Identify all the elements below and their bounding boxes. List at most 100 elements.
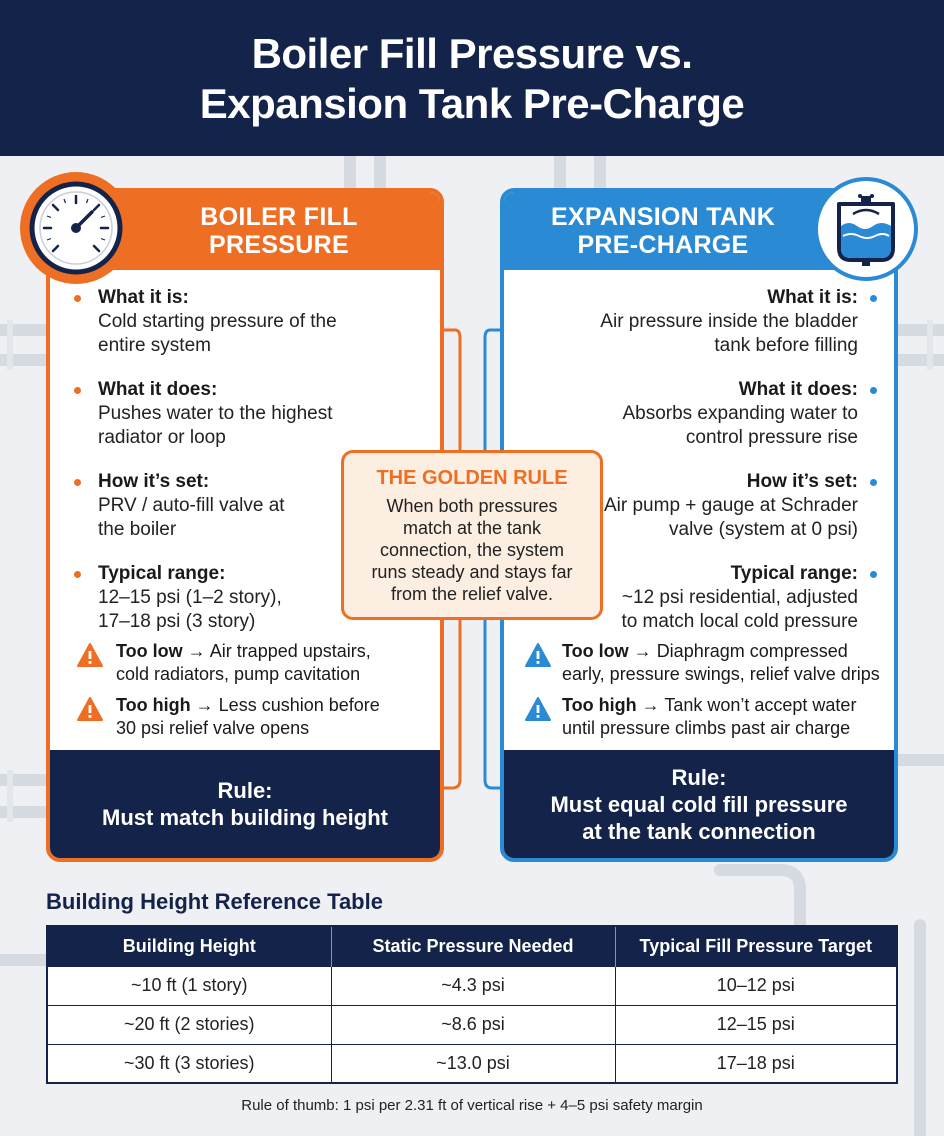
tank-item-what-it-does: What it does: Absorbs expanding water to… <box>504 378 894 450</box>
item-body-line: PRV / auto-fill valve at <box>98 495 285 516</box>
rule-label: Rule: <box>671 764 727 790</box>
pressure-gauge-badge <box>20 172 132 284</box>
item-title: What it does: <box>738 379 858 400</box>
table-cell: ~13.0 psi <box>330 1043 616 1084</box>
rule-text-2: at the tank connection <box>582 818 816 844</box>
item-body-line: to match local cold pressure <box>621 611 858 632</box>
warning-text-2: cold radiators, pump cavitation <box>116 664 361 684</box>
golden-rule-line: When both pressures <box>386 496 558 516</box>
rule-label: Rule: <box>217 778 273 803</box>
warning-text-2: 30 psi relief valve opens <box>116 718 310 738</box>
rule-text: Must equal cold fill pressure <box>550 791 848 817</box>
item-body-line: tank before filling <box>714 335 858 356</box>
arrow: → <box>641 695 660 715</box>
item-body-line: valve (system at 0 psi) <box>669 519 858 540</box>
warning-label: Too low <box>116 641 183 661</box>
boiler-warning-too-low: Too low → Air trapped upstairs, cold rad… <box>50 640 440 686</box>
arrow: → <box>187 641 206 661</box>
warning-text: Air trapped upstairs, <box>209 641 371 661</box>
warning-icon <box>77 697 103 721</box>
item-body-line: 17–18 psi (3 story) <box>98 611 256 632</box>
bullet-icon <box>74 571 81 578</box>
table-cell: ~20 ft (2 stories) <box>46 1004 332 1045</box>
rule-text: Must match building height <box>102 805 388 830</box>
table-cell: ~4.3 psi <box>330 965 616 1006</box>
expansion-tank-icon <box>837 194 895 266</box>
footnote: Rule of thumb: 1 psi per 2.31 ft of vert… <box>241 1097 703 1114</box>
item-body-line: the boiler <box>98 519 177 540</box>
pressure-gauge-icon <box>29 181 123 275</box>
boiler-item-what-it-does: What it does: Pushes water to the highes… <box>50 378 440 450</box>
warning-text: Less cushion before <box>218 695 380 715</box>
column-header: Typical Fill Pressure Target <box>615 926 897 966</box>
golden-rule-line: match at the tank <box>402 518 542 538</box>
item-body-line: control pressure rise <box>685 427 858 448</box>
title-line-1: Boiler Fill Pressure vs. <box>251 30 693 77</box>
golden-rule-line: from the relief valve. <box>390 584 554 604</box>
item-body-line: Absorbs expanding water to <box>622 403 858 424</box>
golden-rule-box: THE GOLDEN RULE When both pressures matc… <box>341 450 603 620</box>
warning-label: Too high <box>562 695 637 715</box>
item-body-line: Pushes water to the highest <box>98 403 333 424</box>
item-title: How it’s set: <box>98 471 210 492</box>
item-body-line: entire system <box>98 335 211 356</box>
item-title: What it is: <box>767 287 858 308</box>
golden-rule-line: runs steady and stays far <box>371 562 573 582</box>
item-title: What it does: <box>98 379 218 400</box>
golden-rule-title: THE GOLDEN RULE <box>376 467 568 489</box>
bullet-icon <box>870 387 877 394</box>
tank-card-title-2: PRE-CHARGE <box>577 231 749 259</box>
item-body-line: radiator or loop <box>98 427 226 448</box>
item-body-line: 12–15 psi (1–2 story), <box>98 587 282 608</box>
warning-text: Tank won’t accept water <box>664 695 857 715</box>
tank-warning-too-high: Too high → Tank won’t accept water until… <box>504 694 894 740</box>
tank-card-title-1: EXPANSION TANK <box>550 203 776 231</box>
golden-rule-line: connection, the system <box>379 540 565 560</box>
table-cell: ~8.6 psi <box>330 1004 616 1045</box>
item-body-line: Cold starting pressure of the <box>98 311 337 332</box>
reference-table: Building Height Static Pressure Needed T… <box>46 925 898 1084</box>
arrow: → <box>633 641 652 661</box>
boiler-item-how-set: How it’s set: PRV / auto-fill valve at t… <box>50 470 440 542</box>
warning-text-2: early, pressure swings, relief valve dri… <box>562 664 880 684</box>
bullet-icon <box>74 387 81 394</box>
tank-rule: Rule: Must equal cold fill pressure at t… <box>504 750 894 858</box>
table-cell: ~10 ft (1 story) <box>46 965 332 1006</box>
page-title: Boiler Fill Pressure vs. Expansion Tank … <box>0 0 944 156</box>
tank-item-what-it-is: What it is: Air pressure inside the blad… <box>504 286 894 358</box>
warning-text-2: until pressure climbs past air charge <box>562 718 851 738</box>
bullet-icon <box>870 295 877 302</box>
bullet-icon <box>74 295 81 302</box>
warning-icon <box>525 697 551 721</box>
tank-item-how-set: How it’s set: Air pump + gauge at Schrad… <box>504 470 894 542</box>
bullet-icon <box>870 479 877 486</box>
item-body-line: ~12 psi residential, adjusted <box>621 587 858 608</box>
warning-text: Diaphragm compressed <box>656 641 848 661</box>
title-line-2: Expansion Tank Pre-Charge <box>199 80 745 127</box>
boiler-rule: Rule: Must match building height <box>50 750 440 858</box>
tank-items: What it is: Air pressure inside the blad… <box>504 286 894 654</box>
expansion-tank-badge <box>814 177 918 281</box>
warning-label: Too high <box>116 695 191 715</box>
warning-icon <box>77 643 103 667</box>
column-header: Building Height <box>47 926 332 966</box>
boiler-warning-too-high: Too high → Less cushion before 30 psi re… <box>50 694 440 740</box>
item-title: Typical range: <box>98 563 226 584</box>
warning-label: Too low <box>562 641 629 661</box>
item-title: How it’s set: <box>746 471 858 492</box>
boiler-card-title-1: BOILER FILL <box>200 203 358 231</box>
table-cell: 10–12 psi <box>614 965 898 1006</box>
bullet-icon <box>870 571 877 578</box>
reference-table-title: Building Height Reference Table <box>46 889 383 914</box>
table-cell: 12–15 psi <box>614 1004 898 1045</box>
boiler-items: What it is: Cold starting pressure of th… <box>50 286 440 654</box>
boiler-card-title-2: PRESSURE <box>209 231 349 259</box>
column-header: Static Pressure Needed <box>331 926 616 966</box>
boiler-item-what-it-is: What it is: Cold starting pressure of th… <box>50 286 440 358</box>
tank-warning-too-low: Too low → Diaphragm compressed early, pr… <box>504 640 894 686</box>
item-title: What it is: <box>98 287 189 308</box>
table-cell: ~30 ft (3 stories) <box>46 1043 332 1084</box>
table-cell: 17–18 psi <box>614 1043 898 1084</box>
boiler-warnings: Too low → Air trapped upstairs, cold rad… <box>50 640 440 748</box>
